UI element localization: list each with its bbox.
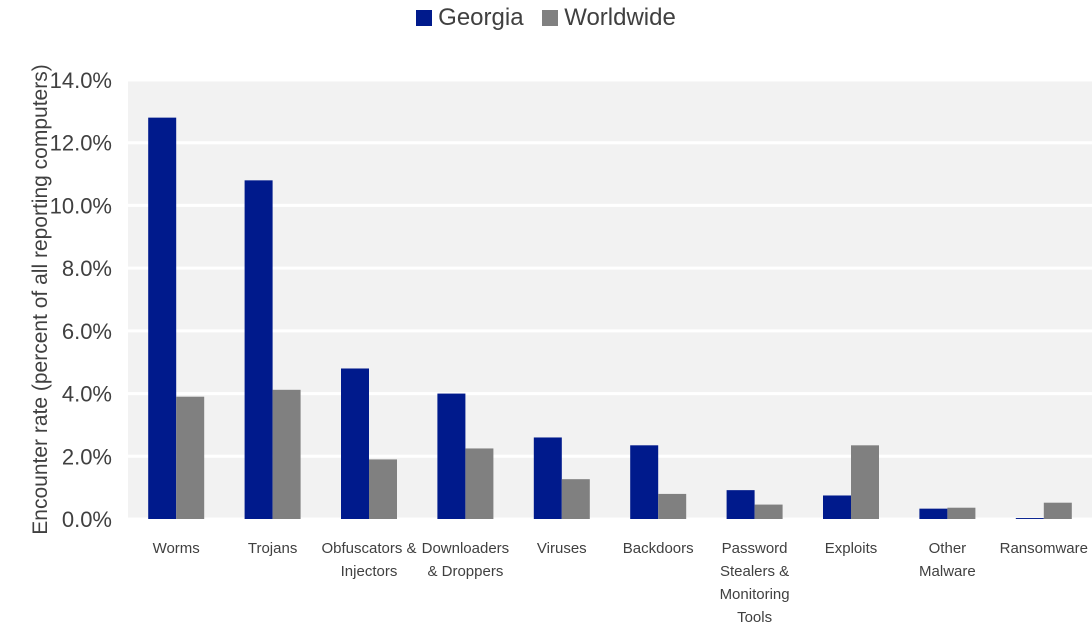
bar-georgia-9 [1015, 518, 1044, 519]
legend-swatch-georgia [416, 10, 433, 26]
x-category-label: Obfuscators & Injectors [321, 540, 416, 580]
legend: Georgia Worldwide [0, 4, 1092, 33]
y-tick-label: 0.0% [62, 507, 112, 532]
y-axis-title: Encounter rate (percent of all reporting… [29, 64, 52, 534]
bar-georgia-8 [919, 508, 948, 519]
bar-georgia-4 [533, 437, 562, 519]
bar-worldwide-9 [1043, 502, 1072, 519]
bar-worldwide-5 [658, 493, 687, 519]
y-tick-label: 8.0% [62, 256, 112, 281]
x-category-label: Viruses [537, 540, 587, 557]
x-category-label: Other Malware [919, 540, 976, 580]
bar-worldwide-4 [561, 479, 590, 519]
legend-swatch-worldwide [542, 10, 559, 26]
x-category-label: Exploits [825, 540, 878, 557]
bar-worldwide-2 [369, 459, 397, 519]
y-tick-label: 4.0% [62, 382, 112, 407]
bar-worldwide-6 [754, 504, 783, 519]
bar-georgia-2 [341, 368, 369, 519]
legend-item-worldwide: Worldwide [542, 4, 676, 32]
bar-worldwide-3 [465, 448, 494, 519]
legend-label-worldwide: Worldwide [564, 4, 676, 31]
x-category-label: Password Stealers & Monitoring Tools [720, 540, 790, 626]
bar-worldwide-0 [176, 396, 205, 519]
x-category-label: Worms [153, 540, 200, 557]
x-category-label: Trojans [248, 540, 297, 557]
bar-georgia-1 [244, 180, 273, 520]
y-tick-label: 14.0% [50, 68, 112, 93]
bar-georgia-6 [726, 490, 755, 519]
legend-item-georgia: Georgia [416, 4, 524, 32]
bar-georgia-3 [437, 393, 466, 519]
y-tick-label: 6.0% [62, 319, 112, 344]
y-tick-label: 2.0% [62, 444, 112, 469]
bar-georgia-7 [823, 495, 851, 519]
bar-georgia-5 [630, 445, 659, 519]
x-category-label: Backdoors [623, 540, 694, 557]
y-tick-label: 10.0% [50, 193, 112, 218]
y-tick-label: 12.0% [50, 131, 112, 156]
x-category-label: Downloaders & Droppers [422, 540, 510, 580]
bar-worldwide-7 [851, 445, 879, 519]
x-category-label: Ransomware [1000, 540, 1088, 557]
bar-worldwide-8 [947, 507, 976, 519]
bar-worldwide-1 [272, 389, 301, 519]
bar-georgia-0 [148, 117, 177, 519]
legend-label-georgia: Georgia [438, 4, 524, 31]
